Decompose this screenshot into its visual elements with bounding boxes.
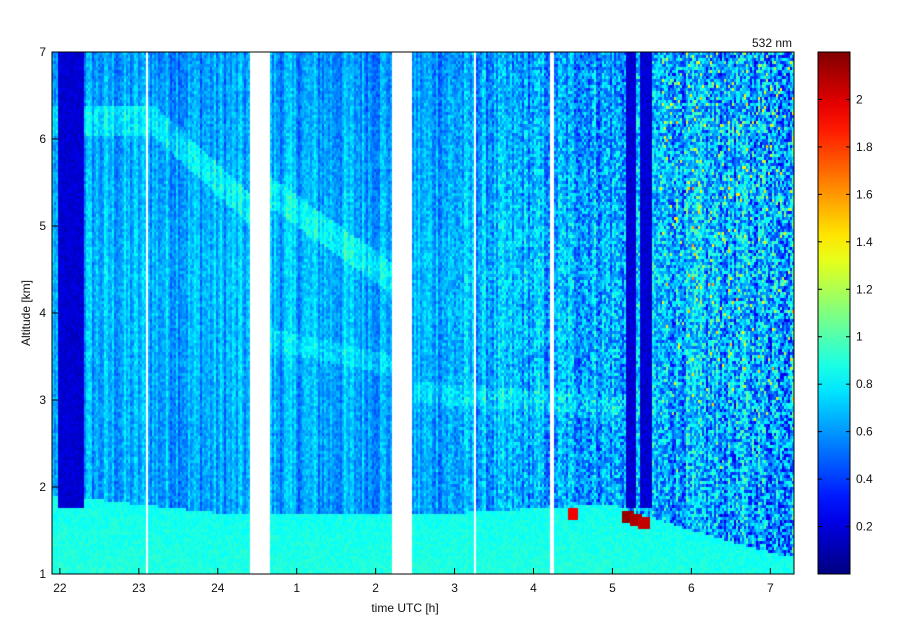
- y-axis-label: Altitude [km]: [19, 280, 33, 346]
- x-tick-label: 1: [293, 581, 300, 595]
- plot-area: [52, 52, 794, 574]
- chart-title: 532 nm: [752, 36, 792, 50]
- colorbar-tick-label: 0.6: [856, 425, 873, 439]
- colorbar-tick-label: 2: [856, 92, 863, 106]
- y-tick-label: 2: [39, 480, 46, 494]
- colorbar-tick-label: 1.6: [856, 187, 873, 201]
- x-tick-label: 2: [372, 581, 379, 595]
- colorbar-tick-label: 0.2: [856, 520, 873, 534]
- x-tick-label: 6: [688, 581, 695, 595]
- colorbar-tick-label: 1.8: [856, 140, 873, 154]
- y-tick-label: 5: [39, 219, 46, 233]
- x-tick-label: 7: [767, 581, 774, 595]
- colorbar-tick-label: 1: [856, 330, 863, 344]
- y-tick-label: 4: [39, 306, 46, 320]
- colorbar: 0.2 0.4 0.6 0.8 1 1.2 1.4 1.6 1.8 2: [817, 51, 873, 575]
- x-tick-label: 4: [530, 581, 537, 595]
- colorbar-tick-label: 0.8: [856, 377, 873, 391]
- x-tick-label: 22: [53, 581, 67, 595]
- colorbar-frame: [817, 51, 851, 575]
- x-tick-label: 23: [132, 581, 146, 595]
- x-tick-label: 24: [211, 581, 225, 595]
- x-tick-label: 3: [451, 581, 458, 595]
- heatmap-raster: [52, 52, 794, 574]
- colorbar-tick-label: 1.4: [856, 235, 873, 249]
- y-tick-label: 6: [39, 132, 46, 146]
- y-tick-label: 3: [39, 393, 46, 407]
- x-axis-label: time UTC [h]: [371, 601, 438, 615]
- y-tick-label: 7: [39, 45, 46, 59]
- colorbar-gradient: [818, 52, 850, 574]
- colorbar-tick-label: 0.4: [856, 472, 873, 486]
- x-tick-label: 5: [609, 581, 616, 595]
- y-tick-label: 1: [39, 567, 46, 581]
- colorbar-tick-label: 1.2: [856, 282, 873, 296]
